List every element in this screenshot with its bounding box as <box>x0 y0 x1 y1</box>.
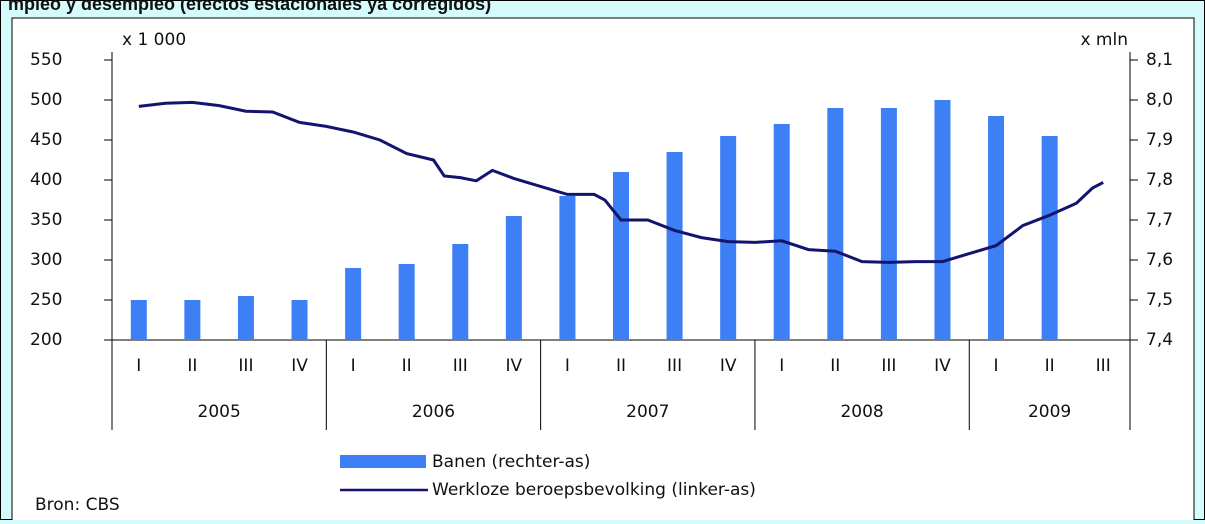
x-tick-label: II <box>402 356 412 376</box>
y-tick-label: 450 <box>30 130 62 150</box>
bar <box>398 264 415 340</box>
bar <box>720 136 737 340</box>
x-tick-label: I <box>994 356 999 376</box>
y2-tick-label: 8,0 <box>1146 90 1173 110</box>
y-tick-label: 300 <box>30 250 62 270</box>
y-tick-label: 250 <box>30 290 62 310</box>
bar <box>130 300 147 340</box>
x-tick-label: I <box>351 356 356 376</box>
x-tick-label: III <box>881 356 896 376</box>
x-group-label: 2005 <box>198 402 241 422</box>
bar <box>827 108 844 340</box>
x-tick-label: II <box>616 356 626 376</box>
y2-tick-label: 7,5 <box>1146 290 1173 310</box>
y-tick-label: 350 <box>30 210 62 230</box>
x-tick-label: IV <box>720 356 737 376</box>
x-tick-label: II <box>1045 356 1055 376</box>
x-group-label: 2009 <box>1028 402 1071 422</box>
x-tick-label: I <box>779 356 784 376</box>
bar <box>666 152 683 340</box>
y2-tick-label: 7,8 <box>1146 170 1173 190</box>
y-tick-label: 200 <box>30 330 62 350</box>
y2-tick-label: 7,4 <box>1146 330 1173 350</box>
bar <box>505 216 522 340</box>
y-tick-label: 400 <box>30 170 62 190</box>
bar <box>988 116 1005 340</box>
bar <box>934 100 951 340</box>
x-tick-label: II <box>187 356 197 376</box>
x-tick-label: III <box>1096 356 1111 376</box>
line <box>138 100 1104 264</box>
y-tick-label: 550 <box>30 50 62 70</box>
x-tick-label: III <box>238 356 253 376</box>
bar <box>184 300 201 340</box>
bar <box>452 244 469 340</box>
bar <box>1041 136 1058 340</box>
x-tick-label: III <box>453 356 468 376</box>
y-tick-label: 500 <box>30 90 62 110</box>
bar <box>773 124 790 340</box>
y2-tick-label: 7,6 <box>1146 250 1173 270</box>
chart-title: mpleo y desempleo (efectos estacionales … <box>8 0 491 14</box>
x-group-label: 2006 <box>412 402 455 422</box>
y2-tick-label: 8,1 <box>1146 50 1173 70</box>
x-tick-label: II <box>830 356 840 376</box>
x-tick-label: IV <box>291 356 308 376</box>
bar <box>880 108 897 340</box>
y-unit: x 1 000 <box>122 30 186 50</box>
y2-tick-label: 7,9 <box>1146 130 1173 150</box>
bar <box>559 196 576 340</box>
x-group-label: 2007 <box>626 402 669 422</box>
x-group-label: 2008 <box>840 402 883 422</box>
bar <box>613 172 629 340</box>
x-tick-label: IV <box>934 356 951 376</box>
legend-label: Werkloze beroepsbevolking (linker-as) <box>432 480 756 500</box>
legend-label: Banen (rechter-as) <box>432 452 590 472</box>
x-tick-label: III <box>667 356 682 376</box>
legend-swatch <box>340 455 426 468</box>
y2-unit: x mln <box>1080 30 1128 50</box>
bar <box>237 296 254 340</box>
bar <box>345 268 362 340</box>
chart-panel <box>11 17 1195 524</box>
x-tick-label: IV <box>506 356 523 376</box>
y2-tick-label: 7,7 <box>1146 210 1173 230</box>
x-tick-label: I <box>136 356 141 376</box>
source: Bron: CBS <box>35 495 120 515</box>
x-tick-label: I <box>565 356 570 376</box>
bar <box>291 300 308 340</box>
